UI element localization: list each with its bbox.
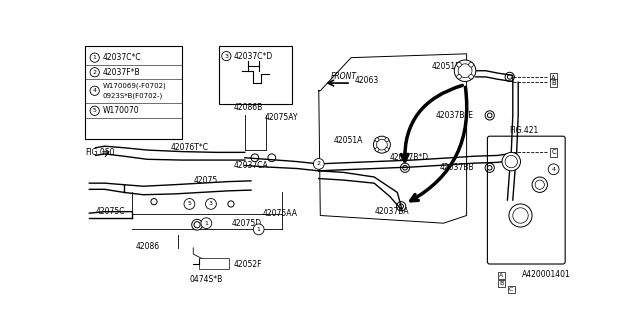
Circle shape — [468, 75, 474, 79]
Circle shape — [548, 164, 559, 175]
Text: 42037CA: 42037CA — [234, 161, 268, 170]
Text: 42037BA: 42037BA — [374, 207, 409, 216]
Text: 42037BB: 42037BB — [440, 163, 474, 172]
Circle shape — [457, 75, 461, 79]
Text: 42075: 42075 — [193, 176, 218, 185]
Text: 5: 5 — [93, 108, 97, 113]
Text: 42075C: 42075C — [95, 207, 125, 216]
Text: B: B — [499, 281, 504, 286]
Text: C: C — [509, 287, 513, 292]
Text: A: A — [551, 75, 556, 81]
Circle shape — [314, 158, 324, 169]
Circle shape — [457, 62, 461, 67]
Text: W170070: W170070 — [102, 106, 139, 115]
Circle shape — [253, 224, 264, 235]
Circle shape — [90, 106, 99, 116]
Text: 1: 1 — [257, 227, 260, 232]
Circle shape — [90, 86, 99, 95]
Text: 42037F*B: 42037F*B — [102, 68, 140, 77]
Text: FIG.050: FIG.050 — [86, 148, 115, 157]
Circle shape — [502, 152, 520, 171]
Circle shape — [454, 60, 476, 82]
Text: 42037B*E: 42037B*E — [436, 111, 474, 120]
Text: 1: 1 — [204, 221, 208, 226]
Text: 42052F: 42052F — [234, 260, 262, 268]
Circle shape — [90, 68, 99, 77]
Circle shape — [201, 218, 212, 228]
Text: 3: 3 — [209, 202, 213, 206]
Text: 42075D: 42075D — [232, 219, 262, 228]
Text: B: B — [551, 80, 556, 86]
Circle shape — [90, 53, 99, 62]
Bar — [86, 46, 182, 139]
Text: 42075AA: 42075AA — [262, 210, 298, 219]
Circle shape — [221, 52, 231, 61]
Bar — [219, 46, 292, 104]
Text: 42051A: 42051A — [333, 136, 363, 145]
Circle shape — [509, 204, 532, 227]
Text: 42037C*D: 42037C*D — [234, 52, 273, 60]
Circle shape — [375, 138, 379, 142]
Circle shape — [205, 198, 216, 209]
Text: 3: 3 — [225, 54, 228, 59]
Circle shape — [385, 148, 388, 151]
Text: A: A — [499, 273, 504, 278]
Circle shape — [468, 62, 474, 67]
Text: 42075AY: 42075AY — [265, 113, 298, 122]
Text: 42037C*C: 42037C*C — [102, 53, 141, 62]
Text: 42076T*C: 42076T*C — [170, 143, 208, 152]
Text: 5: 5 — [188, 202, 191, 206]
Bar — [198, 258, 230, 269]
Circle shape — [385, 138, 388, 142]
Text: 42086B: 42086B — [234, 103, 263, 112]
Circle shape — [375, 148, 379, 151]
Text: 42063: 42063 — [355, 76, 380, 85]
Text: 42037B*D: 42037B*D — [390, 153, 429, 162]
Text: FRONT: FRONT — [330, 72, 356, 81]
Text: 0474S*B: 0474S*B — [189, 275, 223, 284]
Text: 4: 4 — [93, 88, 97, 93]
Text: 1: 1 — [93, 55, 97, 60]
Text: 0923S*B(F0702-): 0923S*B(F0702-) — [102, 93, 163, 100]
Circle shape — [532, 177, 547, 192]
Text: C: C — [551, 149, 556, 155]
Text: 42051B: 42051B — [432, 62, 461, 71]
Circle shape — [373, 136, 390, 153]
Circle shape — [192, 219, 202, 230]
Text: 4: 4 — [552, 167, 556, 172]
Text: FIG.421: FIG.421 — [509, 126, 539, 135]
Circle shape — [184, 198, 195, 209]
Text: 2: 2 — [317, 161, 321, 166]
Text: W170069(-F0702): W170069(-F0702) — [102, 83, 166, 89]
Text: A420001401: A420001401 — [522, 270, 570, 279]
Text: 2: 2 — [93, 70, 97, 75]
FancyBboxPatch shape — [488, 136, 565, 264]
Text: 42086: 42086 — [136, 242, 159, 251]
